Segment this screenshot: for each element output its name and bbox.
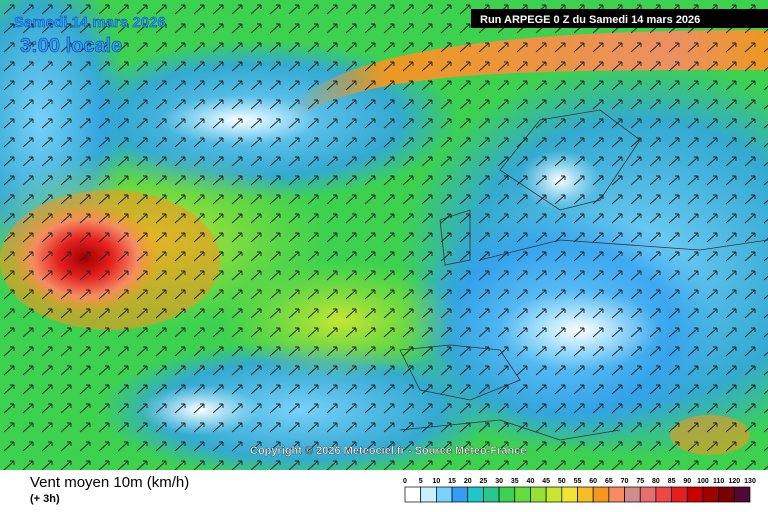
- legend-label: 60: [589, 478, 597, 485]
- legend-label: 40: [527, 478, 535, 485]
- legend-swatch: [561, 486, 578, 503]
- legend-label: 85: [668, 478, 676, 485]
- legend-swatch: [671, 486, 688, 503]
- legend-label: 5: [419, 478, 423, 485]
- legend-swatch: [577, 486, 594, 503]
- legend-label: 25: [480, 478, 488, 485]
- legend-label: 110: [713, 478, 724, 485]
- footer-title: Vent moyen 10m (km/h): [30, 474, 190, 491]
- legend-label: 45: [542, 478, 550, 485]
- copyright: Copyright © 2026 Meteociel.fr - Source M…: [250, 445, 526, 457]
- legend-swatch: [686, 486, 704, 503]
- legend-label: 70: [621, 478, 629, 485]
- legend-label: 10: [432, 478, 440, 485]
- legend-swatch: [733, 486, 751, 503]
- legend-swatch: [451, 486, 469, 503]
- legend-swatch: [404, 486, 422, 503]
- legend-label: 90: [683, 478, 691, 485]
- legend-swatch: [514, 486, 531, 503]
- legend-label: 120: [728, 478, 740, 485]
- legend-swatch: [436, 486, 453, 503]
- legend-label: 65: [605, 478, 613, 485]
- legend-swatch: [545, 486, 563, 503]
- legend-swatch: [608, 486, 625, 503]
- time: 3:00 locale: [20, 35, 122, 57]
- legend-swatch: [655, 486, 672, 503]
- legend-label: 75: [636, 478, 644, 485]
- legend-label: 30: [495, 478, 503, 485]
- wind-map: Samedi 14 mars 2026 3:00 locale Run ARPE…: [0, 0, 768, 470]
- legend-swatch: [483, 486, 500, 503]
- legend-swatch: [530, 486, 547, 503]
- legend-swatch: [420, 486, 437, 503]
- legend-label: 35: [511, 478, 519, 485]
- legend: 0 5 10 15 20 25 30 35 40 45 50 55 60 65 70 75 80 85 90 100 1…: [403, 478, 756, 503]
- legend-swatch: [498, 486, 516, 503]
- run-info: Run ARPEGE 0 Z du Samedi 14 mars 2026: [480, 14, 700, 26]
- legend-label: 50: [558, 478, 566, 485]
- date: Samedi 14 mars 2026: [14, 14, 166, 31]
- legend-swatch: [639, 486, 657, 503]
- legend-swatch: [702, 486, 719, 503]
- legend-label: 20: [464, 478, 472, 485]
- legend-label: 80: [652, 478, 660, 485]
- legend-label: 15: [448, 478, 456, 485]
- legend-label: 0: [403, 478, 407, 485]
- legend-swatch: [718, 486, 735, 503]
- legend-label: 55: [574, 478, 582, 485]
- legend-swatch: [467, 486, 484, 503]
- legend-swatch: [624, 486, 641, 503]
- legend-swatch: [592, 486, 610, 503]
- run-box: [471, 9, 768, 28]
- legend-label: 130: [744, 478, 756, 485]
- footer-step: (+ 3h): [30, 493, 60, 505]
- legend-label: 100: [697, 478, 709, 485]
